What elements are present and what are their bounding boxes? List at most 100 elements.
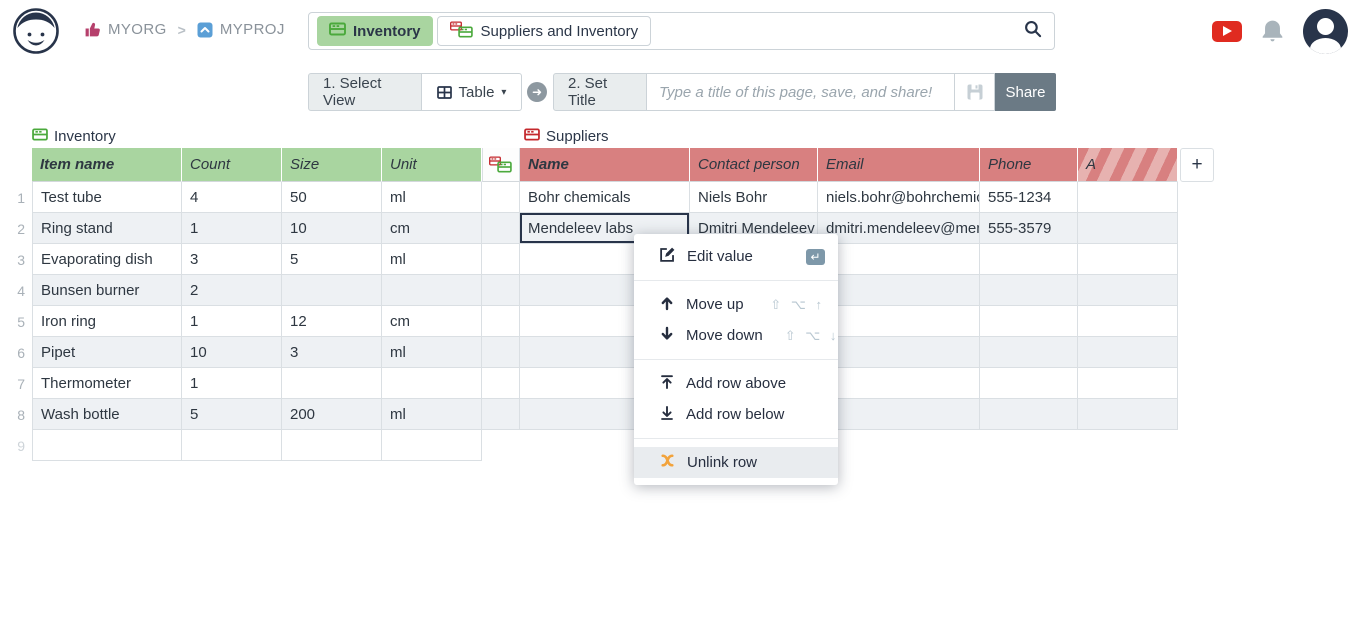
inventory-cell[interactable]: 1 (182, 368, 282, 399)
suppliers-cell[interactable] (980, 337, 1078, 368)
inventory-cell[interactable]: Ring stand (32, 213, 182, 244)
bell-icon[interactable] (1258, 17, 1287, 46)
inventory-cell[interactable]: Wash bottle (32, 399, 182, 430)
inventory-cell[interactable] (282, 275, 382, 306)
inventory-cell[interactable] (382, 430, 482, 461)
suppliers-cell[interactable] (1078, 368, 1178, 399)
suppliers-cell[interactable]: Niels Bohr (690, 182, 818, 213)
link-cell[interactable] (482, 337, 520, 368)
inventory-cell[interactable]: Evaporating dish (32, 244, 182, 275)
page-title-input[interactable] (647, 73, 955, 111)
inventory-cell[interactable]: Test tube (32, 182, 182, 213)
suppliers-cell[interactable] (980, 244, 1078, 275)
youtube-icon[interactable] (1212, 20, 1242, 42)
suppliers-cell[interactable] (818, 337, 980, 368)
suppliers-cell[interactable] (980, 275, 1078, 306)
inventory-cell[interactable]: 1 (182, 213, 282, 244)
app-logo-icon[interactable] (13, 8, 59, 54)
suppliers-cell[interactable] (980, 306, 1078, 337)
menu-item-move-down[interactable]: Move down ⇧ ⌥ ↓ (634, 320, 838, 351)
row-number-gutter[interactable] (0, 148, 32, 182)
column-header-size[interactable]: Size (282, 148, 382, 182)
suppliers-cell[interactable] (1078, 306, 1178, 337)
row-number[interactable]: 4 (17, 282, 25, 299)
inventory-cell[interactable]: Iron ring (32, 306, 182, 337)
page-tab-suppliers-and-inventory[interactable]: Suppliers and Inventory (436, 16, 652, 46)
inventory-cell[interactable]: 5 (182, 399, 282, 430)
link-cell[interactable] (482, 306, 520, 337)
suppliers-cell[interactable]: 555-3579 (980, 213, 1078, 244)
breadcrumb-org[interactable]: MYORG (108, 21, 167, 38)
suppliers-cell[interactable] (1078, 182, 1178, 213)
menu-item-edit-value[interactable]: Edit value ↵ (634, 241, 838, 272)
suppliers-cell[interactable] (1078, 399, 1178, 430)
suppliers-cell[interactable]: 555-1234 (980, 182, 1078, 213)
inventory-cell[interactable] (382, 275, 482, 306)
suppliers-cell[interactable] (1078, 337, 1178, 368)
suppliers-cell[interactable] (980, 368, 1078, 399)
link-cell[interactable] (482, 213, 520, 244)
row-number[interactable]: 7 (17, 375, 25, 392)
inventory-cell[interactable]: 1 (182, 306, 282, 337)
row-number[interactable]: 9 (17, 437, 25, 454)
inventory-cell[interactable]: ml (382, 399, 482, 430)
inventory-cell[interactable]: ml (382, 337, 482, 368)
inventory-cell[interactable] (382, 368, 482, 399)
inventory-cell[interactable]: ml (382, 182, 482, 213)
column-header-email[interactable]: Email (818, 148, 980, 182)
menu-item-add-row-above[interactable]: Add row above (634, 368, 838, 399)
breadcrumb-project[interactable]: MYPROJ (219, 21, 285, 38)
inventory-cell[interactable]: 10 (282, 213, 382, 244)
save-button[interactable] (954, 73, 995, 111)
inventory-cell[interactable]: 4 (182, 182, 282, 213)
suppliers-cell[interactable] (980, 399, 1078, 430)
column-header-unit[interactable]: Unit (382, 148, 482, 182)
inventory-cell[interactable] (32, 430, 182, 461)
link-cell[interactable] (482, 182, 520, 213)
search-icon[interactable] (1024, 20, 1042, 42)
inventory-cell[interactable]: 2 (182, 275, 282, 306)
column-header-count[interactable]: Count (182, 148, 282, 182)
page-tab-inventory[interactable]: Inventory (317, 16, 433, 46)
account-avatar[interactable] (1303, 8, 1348, 54)
row-number[interactable]: 3 (17, 251, 25, 268)
inventory-cell[interactable]: 200 (282, 399, 382, 430)
inventory-cell[interactable]: 3 (182, 244, 282, 275)
inventory-cell[interactable]: Bunsen burner (32, 275, 182, 306)
add-column-button[interactable]: + (1180, 148, 1214, 182)
column-header-name[interactable]: Name (520, 148, 690, 182)
inventory-cell[interactable]: 3 (282, 337, 382, 368)
inventory-cell[interactable]: cm (382, 306, 482, 337)
column-header-contact-person[interactable]: Contact person (690, 148, 818, 182)
suppliers-cell[interactable]: niels.bohr@bohrchemica (818, 182, 980, 213)
row-number[interactable]: 1 (17, 189, 25, 206)
suppliers-cell[interactable] (1078, 213, 1178, 244)
row-number[interactable]: 8 (17, 406, 25, 423)
inventory-cell[interactable]: cm (382, 213, 482, 244)
menu-item-add-row-below[interactable]: Add row below (634, 399, 838, 430)
suppliers-cell[interactable] (818, 399, 980, 430)
column-header-item-name[interactable]: Item name (32, 148, 182, 182)
inventory-cell[interactable]: Thermometer (32, 368, 182, 399)
column-header-a[interactable]: A (1078, 148, 1178, 182)
row-number[interactable]: 2 (17, 220, 25, 237)
column-header-phone[interactable]: Phone (980, 148, 1078, 182)
suppliers-cell[interactable] (818, 244, 980, 275)
inventory-cell[interactable]: 5 (282, 244, 382, 275)
menu-item-unlink-row[interactable]: Unlink row (634, 447, 838, 478)
suppliers-cell[interactable]: dmitri.mendeleev@mend (818, 213, 980, 244)
page-tabs-and-search[interactable]: Inventory Suppliers and Inventory (308, 12, 1055, 50)
inventory-cell[interactable]: Pipet (32, 337, 182, 368)
menu-item-move-up[interactable]: Move up ⇧ ⌥ ↑ (634, 289, 838, 320)
inventory-cell[interactable]: 10 (182, 337, 282, 368)
inventory-cell[interactable] (182, 430, 282, 461)
link-cell[interactable] (482, 368, 520, 399)
link-cell[interactable] (482, 399, 520, 430)
suppliers-cell[interactable] (818, 306, 980, 337)
suppliers-cell[interactable]: Bohr chemicals (520, 182, 690, 213)
link-cell[interactable] (482, 244, 520, 275)
link-cell[interactable] (482, 275, 520, 306)
inventory-cell[interactable] (282, 430, 382, 461)
inventory-cell[interactable]: ml (382, 244, 482, 275)
suppliers-cell[interactable] (818, 368, 980, 399)
